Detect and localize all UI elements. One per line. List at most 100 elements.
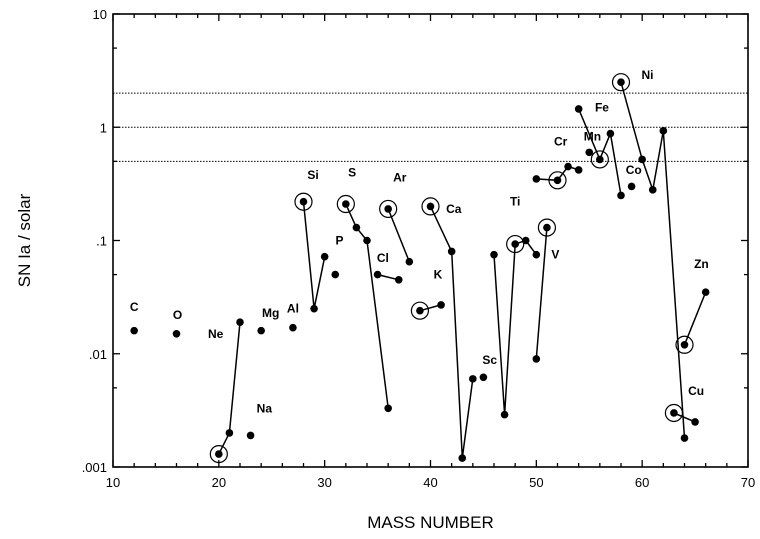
data-point [363, 236, 371, 245]
data-point [246, 431, 255, 440]
data-point [384, 205, 392, 213]
data-point [384, 404, 392, 413]
data-point [289, 323, 297, 332]
dominant-isotope-ring [611, 73, 631, 92]
y-tick-label: 1 [100, 120, 107, 135]
element-label: Mg [262, 306, 279, 320]
y-tick-label: .1 [96, 234, 107, 249]
data-point [659, 127, 668, 135]
element-label: Cl [377, 251, 389, 265]
data-point [352, 223, 361, 232]
data-point [606, 129, 615, 138]
x-tick-label: 50 [529, 475, 543, 490]
data-point [299, 197, 308, 206]
data-point [680, 434, 689, 442]
isotope-connector [620, 82, 686, 439]
data-point [638, 155, 646, 164]
element-label: Si [307, 168, 318, 182]
data-point [553, 176, 562, 185]
x-tick-label: 70 [741, 475, 755, 490]
data-point [490, 250, 498, 259]
isotope-connector [535, 227, 548, 359]
element-label: Ar [393, 170, 407, 184]
element-label: Ni [641, 68, 653, 82]
dominant-isotope-ring [379, 199, 398, 219]
y-tick-labels: .001 .01 .1 1 10 [82, 7, 107, 475]
isotope-connector [673, 412, 696, 423]
x-axis-label: MASS NUMBER [367, 513, 494, 532]
data-point [130, 326, 138, 335]
plot-frame [112, 13, 749, 468]
data-point [469, 375, 477, 383]
element-label: Ne [208, 327, 224, 341]
data-point [373, 270, 382, 279]
data-point [172, 330, 181, 338]
element-label: Ca [446, 202, 462, 216]
isotope-connector [493, 239, 537, 415]
isotope-connector [429, 206, 474, 459]
data-point [320, 252, 329, 261]
data-points [130, 73, 710, 464]
data-point [532, 355, 541, 363]
data-point [648, 186, 657, 194]
data-point [627, 182, 636, 191]
x-tick-label: 40 [423, 475, 437, 490]
element-label: C [130, 300, 139, 314]
element-label: Cu [688, 384, 704, 398]
element-label: Mn [584, 129, 601, 143]
data-point [394, 275, 403, 284]
dominant-isotope-ring [664, 403, 684, 423]
data-point [310, 304, 318, 313]
data-point [574, 166, 583, 174]
dominant-isotope-ring [548, 171, 567, 190]
data-point [680, 340, 689, 349]
data-point [426, 202, 435, 211]
data-point [617, 191, 625, 200]
data-point [596, 155, 604, 164]
element-labels: C O Ne Na Mg Al Si P S Cl Ar K Ca Sc Ti V Cr Mn Fe Co Ni Zn Cu [130, 68, 709, 415]
data-point [257, 326, 265, 335]
element-label: Cr [554, 134, 568, 148]
data-point [479, 373, 488, 382]
reference-lines [113, 92, 748, 162]
data-point [521, 236, 530, 245]
data-point [331, 270, 340, 279]
dominant-isotope-ring [675, 335, 694, 354]
element-label: Zn [694, 257, 709, 271]
element-label: O [173, 308, 182, 322]
element-label: Na [257, 401, 273, 415]
data-point [532, 175, 541, 183]
isotope-connector [387, 208, 410, 262]
isotope-connector [683, 291, 707, 346]
x-tick-label: 30 [317, 475, 331, 490]
axis-ticks [112, 13, 749, 468]
element-label: Ti [510, 195, 520, 209]
data-point [564, 162, 572, 171]
element-label: Al [287, 302, 299, 316]
data-point [437, 301, 445, 309]
y-tick-label: .01 [89, 347, 107, 362]
isotope-connector [345, 203, 389, 409]
element-label: Sc [482, 353, 497, 367]
data-point [342, 200, 350, 208]
data-point [215, 450, 223, 458]
data-point [500, 410, 509, 419]
element-label: P [335, 234, 343, 248]
data-point [543, 223, 551, 232]
x-tick-label: 60 [635, 475, 649, 490]
data-point [574, 105, 583, 113]
x-tick-label: 10 [106, 475, 120, 490]
data-point [511, 240, 519, 248]
data-point [447, 247, 456, 256]
dominant-isotope-ring [590, 150, 609, 169]
y-tick-label: 10 [93, 7, 107, 22]
element-label: K [434, 268, 443, 282]
isotope-connector [578, 108, 622, 196]
data-point [236, 318, 244, 326]
element-label: Co [626, 163, 642, 177]
data-point [585, 148, 594, 157]
data-point [670, 409, 678, 417]
data-point [416, 306, 424, 315]
dominant-isotope-ring [336, 194, 355, 214]
